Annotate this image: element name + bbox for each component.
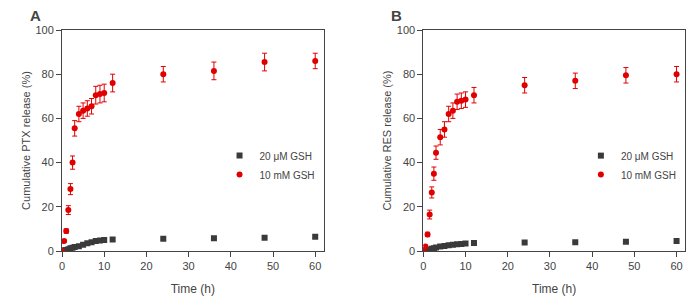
- svg-text:20: 20: [502, 260, 514, 272]
- svg-text:60: 60: [309, 260, 321, 272]
- svg-text:30: 30: [182, 260, 194, 272]
- svg-text:A: A: [30, 7, 41, 24]
- svg-text:80: 80: [403, 68, 415, 80]
- svg-text:50: 50: [267, 260, 279, 272]
- svg-text:10 mM GSH: 10 mM GSH: [260, 170, 315, 181]
- svg-text:Cumulative PTX release (%): Cumulative PTX release (%): [20, 71, 32, 210]
- svg-text:60: 60: [42, 112, 54, 124]
- svg-text:100: 100: [397, 24, 415, 36]
- svg-text:B: B: [391, 7, 402, 24]
- svg-text:20: 20: [42, 201, 54, 213]
- svg-text:40: 40: [225, 260, 237, 272]
- svg-text:20: 20: [403, 201, 415, 213]
- svg-text:100: 100: [35, 24, 53, 36]
- svg-text:50: 50: [628, 260, 640, 272]
- svg-text:40: 40: [42, 156, 54, 168]
- svg-text:10 mM GSH: 10 mM GSH: [621, 170, 676, 181]
- svg-text:Time (h): Time (h): [532, 282, 576, 296]
- svg-text:20 μM GSH: 20 μM GSH: [260, 151, 312, 162]
- svg-text:0: 0: [48, 245, 54, 257]
- svg-text:0: 0: [420, 260, 426, 272]
- svg-text:60: 60: [670, 260, 682, 272]
- svg-text:60: 60: [403, 112, 415, 124]
- svg-text:20 μM GSH: 20 μM GSH: [621, 151, 673, 162]
- svg-text:Time (h): Time (h): [171, 282, 215, 296]
- svg-text:Cumulative RES release (%): Cumulative RES release (%): [381, 70, 393, 210]
- svg-text:40: 40: [586, 260, 598, 272]
- svg-text:0: 0: [59, 260, 65, 272]
- svg-text:0: 0: [409, 245, 415, 257]
- svg-text:80: 80: [42, 68, 54, 80]
- svg-text:10: 10: [98, 260, 110, 272]
- svg-text:10: 10: [459, 260, 471, 272]
- svg-text:20: 20: [140, 260, 152, 272]
- svg-text:40: 40: [403, 156, 415, 168]
- svg-text:30: 30: [544, 260, 556, 272]
